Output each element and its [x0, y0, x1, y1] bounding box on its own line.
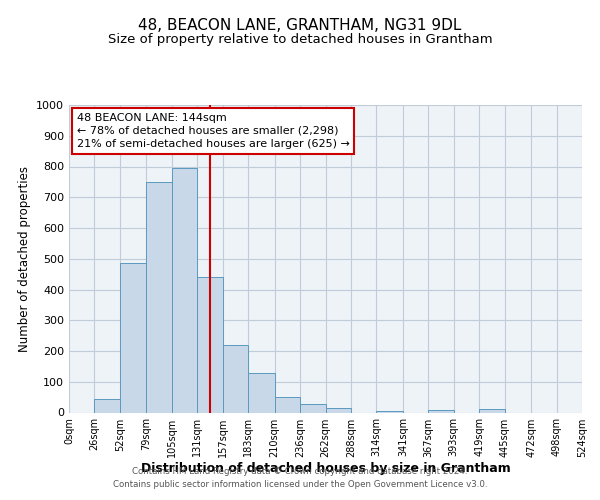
X-axis label: Distribution of detached houses by size in Grantham: Distribution of detached houses by size … [140, 462, 511, 475]
Bar [223, 345, 248, 412]
Bar [248, 373, 275, 412]
Bar [479, 410, 505, 412]
Text: 48, BEACON LANE, GRANTHAM, NG31 9DL: 48, BEACON LANE, GRANTHAM, NG31 9DL [139, 18, 461, 32]
Bar [120, 264, 146, 412]
Bar [428, 410, 454, 412]
Text: Contains public sector information licensed under the Open Government Licence v3: Contains public sector information licen… [113, 480, 487, 489]
Bar [172, 168, 197, 412]
Text: 48 BEACON LANE: 144sqm
← 78% of detached houses are smaller (2,298)
21% of semi-: 48 BEACON LANE: 144sqm ← 78% of detached… [77, 112, 350, 149]
Bar [376, 410, 403, 412]
Bar [300, 404, 325, 412]
Bar [146, 182, 172, 412]
Bar [197, 277, 223, 412]
Text: Size of property relative to detached houses in Grantham: Size of property relative to detached ho… [107, 32, 493, 46]
Bar [94, 398, 120, 412]
Text: Contains HM Land Registry data © Crown copyright and database right 2024.: Contains HM Land Registry data © Crown c… [132, 467, 468, 476]
Bar [325, 408, 351, 412]
Y-axis label: Number of detached properties: Number of detached properties [17, 166, 31, 352]
Bar [275, 396, 300, 412]
